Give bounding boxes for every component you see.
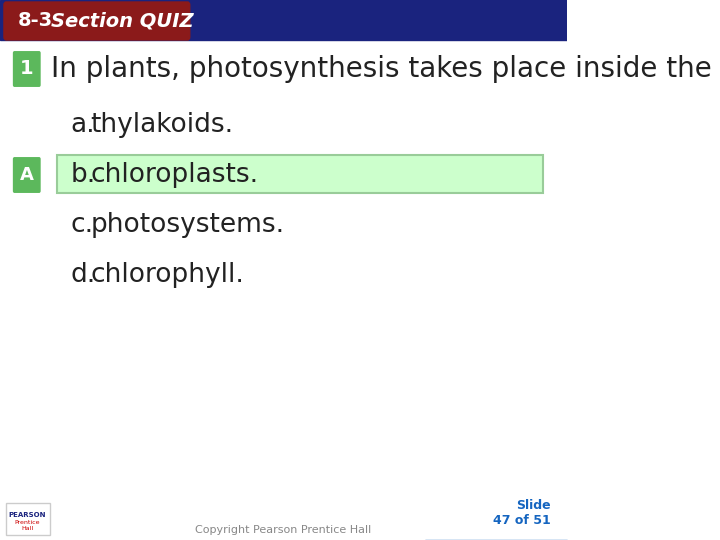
FancyBboxPatch shape: [12, 156, 42, 194]
FancyBboxPatch shape: [4, 2, 190, 40]
Text: chloroplasts.: chloroplasts.: [91, 162, 258, 188]
Text: Section QUIZ: Section QUIZ: [51, 11, 194, 30]
Text: chlorophyll.: chlorophyll.: [91, 262, 244, 288]
Bar: [6, 503, 50, 535]
Text: a.: a.: [71, 112, 96, 138]
Text: Slide
47 of 51: Slide 47 of 51: [493, 499, 551, 527]
Text: c.: c.: [71, 212, 94, 238]
Text: photosystems.: photosystems.: [91, 212, 284, 238]
Text: 8-3: 8-3: [17, 11, 53, 30]
Text: A: A: [20, 166, 34, 184]
Text: thylakoids.: thylakoids.: [91, 112, 234, 138]
Bar: [0, 0, 567, 40]
Bar: [57, 155, 544, 193]
Text: In plants, photosynthesis takes place inside the: In plants, photosynthesis takes place in…: [51, 55, 712, 83]
Text: b.: b.: [71, 162, 96, 188]
Text: PEARSON: PEARSON: [9, 512, 46, 518]
Text: Copyright Pearson Prentice Hall: Copyright Pearson Prentice Hall: [195, 525, 372, 535]
Text: d.: d.: [71, 262, 96, 288]
Text: Prentice: Prentice: [15, 519, 40, 524]
Text: Hall: Hall: [22, 525, 34, 530]
Text: 1: 1: [20, 59, 34, 78]
FancyBboxPatch shape: [12, 50, 42, 88]
